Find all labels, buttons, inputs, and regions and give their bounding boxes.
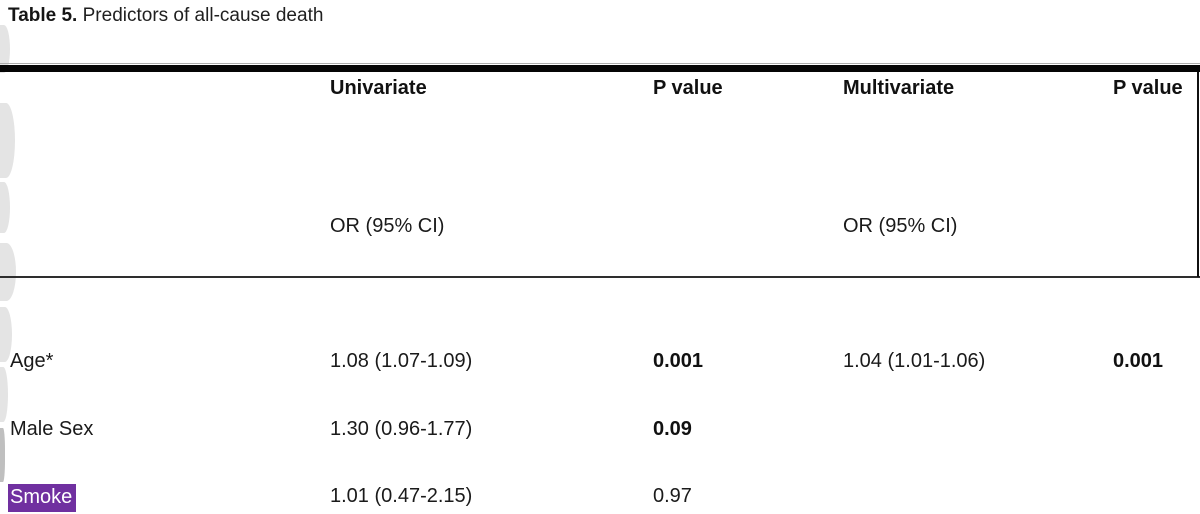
cell-age-p-multivariate: 0.001 — [1113, 350, 1164, 372]
watermark-fragment — [0, 243, 16, 301]
cell-age-p-univariate: 0.001 — [653, 350, 704, 372]
watermark-fragment — [0, 182, 10, 233]
row-label-male-sex: Male Sex — [10, 418, 94, 440]
cell-male-sex-p-univariate: 0.09 — [653, 418, 692, 440]
watermark-fragment — [0, 367, 8, 422]
top-thin-rule — [0, 63, 1200, 64]
table-caption: Table 5. Predictors of all-cause death — [8, 4, 323, 28]
watermark-fragment — [0, 307, 12, 362]
watermark-fragment — [0, 25, 10, 73]
cell-smoke-p-univariate: 0.97 — [653, 485, 692, 507]
table-caption-text: Predictors of all-cause death — [77, 5, 324, 26]
watermark-fragment — [0, 428, 5, 482]
watermark-fragment — [0, 103, 15, 178]
cell-age-multivariate-or: 1.04 (1.01-1.06) — [843, 350, 986, 372]
cell-smoke-univariate-or: 1.01 (0.47-2.15) — [330, 485, 473, 507]
cell-age-univariate-or: 1.08 (1.07-1.09) — [330, 350, 473, 372]
column-header-univariate: Univariate — [330, 77, 427, 99]
row-label-smoke: Smoke — [8, 484, 77, 512]
column-header-multivariate: Multivariate — [843, 77, 955, 99]
subheader-univariate-unit: OR (95% CI) — [330, 215, 445, 237]
header-separator-rule — [0, 276, 1200, 278]
column-header-pvalue-1: P value — [653, 77, 723, 99]
subheader-multivariate-unit: OR (95% CI) — [843, 215, 958, 237]
top-thick-rule — [0, 65, 1200, 72]
right-border-rule — [1197, 72, 1199, 277]
cell-male-sex-univariate-or: 1.30 (0.96-1.77) — [330, 418, 473, 440]
row-label-age: Age* — [10, 350, 54, 372]
smoke-highlight: Smoke — [8, 484, 77, 512]
table-caption-number: Table 5. — [8, 5, 78, 26]
column-header-pvalue-2: P value — [1113, 77, 1183, 99]
